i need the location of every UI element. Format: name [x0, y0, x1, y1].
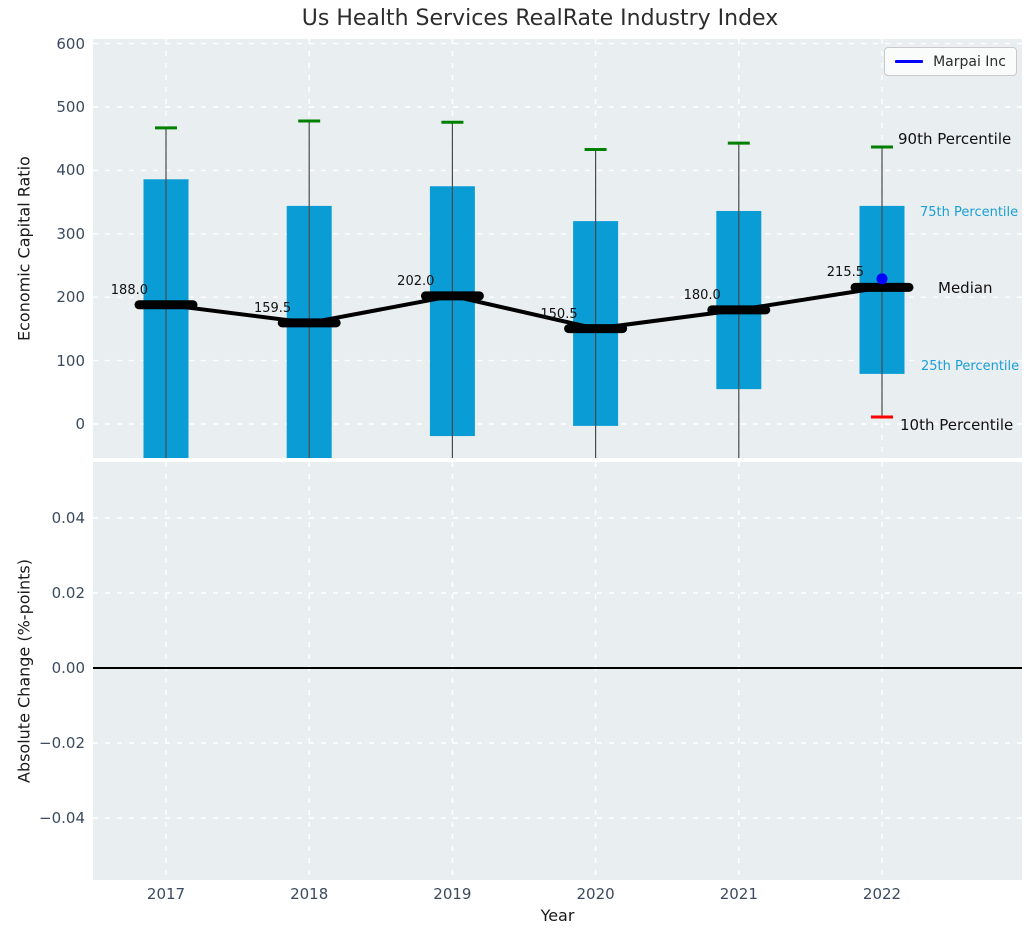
y-tick-label: 0.00: [51, 659, 85, 677]
x-tick-label: 2019: [433, 885, 472, 903]
bottom-axes: [93, 462, 1022, 880]
y-tick-label: −0.04: [39, 809, 85, 827]
median-value-label: 180.0: [683, 287, 721, 303]
marpai-line-icon: [895, 60, 924, 63]
x-tick-label: 2022: [862, 885, 902, 903]
marpai-dot: [876, 273, 888, 285]
x-axis-label: Year: [540, 906, 575, 925]
x-tick-label: 2021: [719, 885, 758, 903]
median-value-label: 215.5: [826, 265, 864, 281]
annotation-75th-percentile: 75th Percentile: [920, 204, 1019, 220]
y-tick-label: 100: [56, 351, 85, 370]
bottom-plot: [93, 462, 1022, 880]
median-value-label: 150.5: [540, 306, 578, 322]
y-tick-label: 0.02: [51, 584, 85, 602]
top-axes: [93, 39, 1022, 458]
top-plot: [93, 39, 1022, 458]
median-value-label: 188.0: [110, 282, 148, 298]
y-tick-label: 400: [56, 161, 85, 180]
legend: Marpai Inc: [884, 47, 1017, 76]
median-value-label: 202.0: [397, 273, 435, 289]
y-tick-label: 200: [56, 288, 85, 307]
median-value-label: 159.5: [253, 300, 292, 316]
x-tick-label: 2017: [146, 885, 186, 903]
y-tick-label: 300: [56, 224, 85, 243]
annotation-90th-percentile: 90th Percentile: [898, 129, 1012, 148]
y-tick-label: 0: [75, 415, 85, 433]
chart-title: Us Health Services RealRate Industry Ind…: [301, 6, 779, 31]
y-tick-label: 600: [56, 34, 85, 53]
x-tick-label: 2020: [576, 885, 615, 903]
annotation-10th-percentile: 10th Percentile: [900, 416, 1014, 435]
annotation-median: Median: [938, 279, 993, 298]
annotation-25th-percentile: 25th Percentile: [921, 358, 1020, 374]
legend-label: Marpai Inc: [933, 53, 1006, 70]
y-tick-label: 500: [56, 98, 85, 116]
y-tick-label: 0.04: [51, 509, 85, 527]
y-tick-label: −0.02: [39, 734, 85, 752]
x-tick-label: 2018: [290, 885, 329, 903]
